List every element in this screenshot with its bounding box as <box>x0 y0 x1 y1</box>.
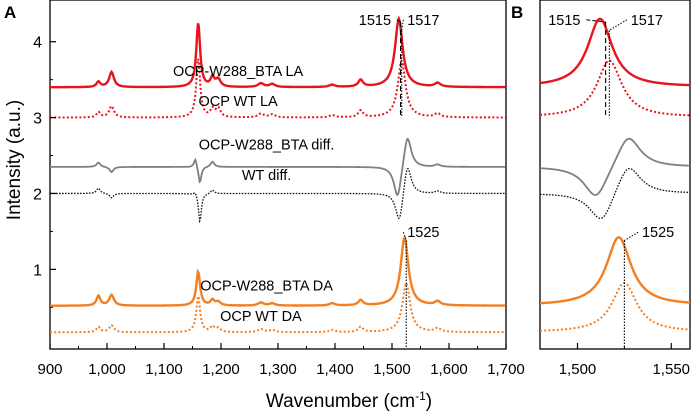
x-tick-label: 1,000 <box>88 361 126 378</box>
series-label: WT diff. <box>242 168 291 184</box>
x-axis-label-close: ) <box>426 391 432 412</box>
x-axis-label-exponent: -1 <box>415 389 426 403</box>
panel-b-x-tick-label: 1,500 <box>559 361 597 378</box>
panel-b-series-3 <box>540 167 690 220</box>
x-tick-label: 1,600 <box>430 361 468 378</box>
panel-a-series-4 <box>50 235 506 307</box>
panel-a-series-3 <box>50 168 506 224</box>
y-tick-label: 1 <box>33 262 42 279</box>
x-axis-label-text: Wavenumber (cm <box>266 391 415 412</box>
panel-a-series-1 <box>50 58 506 119</box>
series-label: OCP-W288_BTA DA <box>200 279 333 295</box>
panel-a-peak-label-1515: 1515 <box>359 13 391 29</box>
x-tick-label: 900 <box>37 361 62 378</box>
panel-b-label: B <box>511 3 523 22</box>
panel-a-label: A <box>4 3 16 22</box>
y-tick-label: 2 <box>33 186 42 203</box>
panel-b-series-5 <box>540 281 690 332</box>
panel-b-series-2 <box>540 137 690 196</box>
x-tick-label: 1,700 <box>487 361 525 378</box>
panel-b-leader-1517 <box>609 19 628 31</box>
panel-a-peak-label-1517: 1517 <box>407 13 439 29</box>
panel-b-frame <box>539 0 691 350</box>
panel-b-peak-label-1515: 1515 <box>548 13 580 29</box>
y-tick-label: 3 <box>33 111 42 128</box>
panel-a-series-2 <box>50 137 506 197</box>
series-label: OCP-W288_BTA LA <box>173 64 304 80</box>
x-axis-label: Wavenumber (cm-1) <box>266 389 432 412</box>
panel-a-plot: 900 1,000 1,100 1,200 1,300 1,400 1,500 1,600 1,… <box>4 0 525 378</box>
series-label: OCP-W288_BTA diff. <box>199 137 335 153</box>
panel-b-peak-label-1525: 1525 <box>642 225 674 241</box>
panel-b-peak-label-1517: 1517 <box>631 13 663 29</box>
panel-a-leader-1525 <box>402 232 407 241</box>
panel-b-plot: 1,500 1,550 1515 1517 1525 B <box>511 0 691 378</box>
series-label: OCP WT DA <box>220 309 302 325</box>
panel-a-series-5 <box>50 281 506 334</box>
panel-b-series-4 <box>540 236 690 305</box>
x-tick-label: 1,400 <box>316 361 354 378</box>
series-label: OCP WT LA <box>198 94 278 110</box>
panel-a-peak-label-1525: 1525 <box>407 225 439 241</box>
panel-b-leader-1525 <box>624 231 639 241</box>
x-tick-label: 1,200 <box>202 361 240 378</box>
y-tick-label: 4 <box>33 35 42 52</box>
panel-a-leader-1517 <box>401 19 404 31</box>
panel-a-leader-1515 <box>396 19 401 23</box>
x-tick-label: 1,300 <box>259 361 297 378</box>
x-tick-label: 1,500 <box>373 361 411 378</box>
y-axis-label: Intensity (a.u.) <box>4 100 25 220</box>
panel-b-leader-1515 <box>586 19 606 23</box>
x-tick-label: 1,100 <box>145 361 183 378</box>
panel-a-series-0 <box>50 15 506 89</box>
panel-b-series-1 <box>540 59 690 117</box>
panel-b-series-0 <box>540 17 690 87</box>
panel-b-x-tick-label: 1,550 <box>652 361 690 378</box>
